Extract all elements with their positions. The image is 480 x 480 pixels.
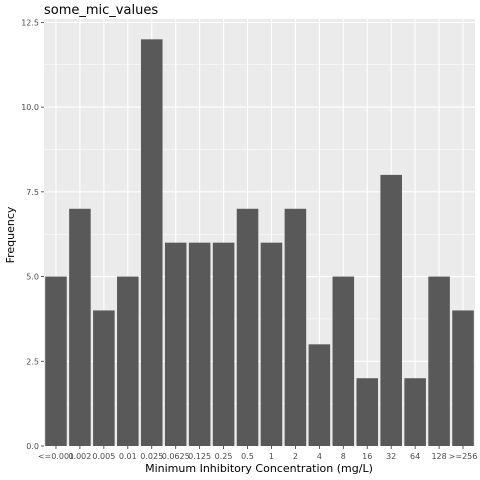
y-tick-label: 10.0 bbox=[21, 103, 39, 112]
bar bbox=[284, 208, 307, 446]
x-tick-label: 0.002 bbox=[68, 452, 91, 461]
bar bbox=[140, 39, 163, 446]
bar bbox=[164, 242, 187, 446]
x-tick-label: 1 bbox=[269, 452, 274, 461]
y-tick-label: 5.0 bbox=[26, 273, 39, 282]
bar bbox=[45, 276, 67, 446]
x-tick-label: 4 bbox=[317, 452, 322, 461]
x-tick-label: 0.0625 bbox=[162, 452, 190, 461]
x-tick-label: 32 bbox=[386, 452, 396, 461]
y-axis-title: Frequency bbox=[4, 206, 17, 263]
y-tick-label: 2.5 bbox=[26, 357, 39, 366]
chart-title: some_mic_values bbox=[44, 3, 158, 18]
bar bbox=[404, 378, 426, 446]
bar bbox=[260, 242, 283, 446]
bar bbox=[212, 242, 235, 446]
x-tick-label: 0.25 bbox=[215, 452, 233, 461]
x-tick-label: 0.025 bbox=[140, 452, 163, 461]
plot-panel bbox=[44, 19, 475, 446]
x-tick-label: 16 bbox=[362, 452, 372, 461]
x-tick-label: 0.125 bbox=[188, 452, 211, 461]
y-tick-label: 12.5 bbox=[21, 18, 39, 27]
x-tick-label: <=0.001 bbox=[38, 452, 74, 461]
bar bbox=[332, 276, 355, 446]
x-axis-title: Minimum Inhibitory Concentration (mg/L) bbox=[145, 462, 373, 475]
x-tick-label: >=256 bbox=[449, 452, 478, 461]
y-tick-label: 7.5 bbox=[26, 188, 39, 197]
bar bbox=[380, 174, 402, 446]
bar bbox=[308, 344, 331, 446]
x-tick-label: 0.5 bbox=[241, 452, 254, 461]
bar bbox=[428, 276, 450, 446]
x-tick-label: 2 bbox=[293, 452, 298, 461]
x-tick-label: 128 bbox=[431, 452, 446, 461]
bar bbox=[236, 208, 259, 446]
bar bbox=[356, 378, 379, 446]
bar bbox=[452, 310, 474, 446]
x-tick-label: 8 bbox=[341, 452, 346, 461]
bar bbox=[69, 208, 91, 446]
x-tick-label: 64 bbox=[410, 452, 420, 461]
bar-layer bbox=[45, 39, 474, 446]
bar bbox=[117, 276, 139, 446]
bar bbox=[188, 242, 211, 446]
y-tick-label: 0.0 bbox=[26, 442, 39, 451]
x-tick-label: 0.005 bbox=[92, 452, 115, 461]
bar bbox=[93, 310, 115, 446]
y-tick-layer: 0.0 2.5 5.0 7.5 10.0 12.5 bbox=[21, 18, 44, 451]
x-tick-label: 0.01 bbox=[119, 452, 137, 461]
